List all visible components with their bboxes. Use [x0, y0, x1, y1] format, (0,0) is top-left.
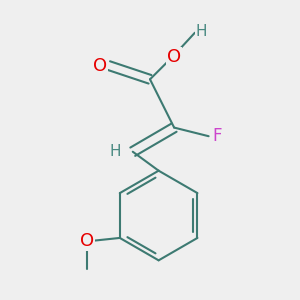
Text: H: H [109, 144, 121, 159]
Text: O: O [167, 48, 181, 66]
Text: H: H [195, 23, 207, 38]
Text: O: O [93, 56, 107, 74]
Text: O: O [80, 232, 94, 250]
Text: F: F [212, 127, 222, 145]
